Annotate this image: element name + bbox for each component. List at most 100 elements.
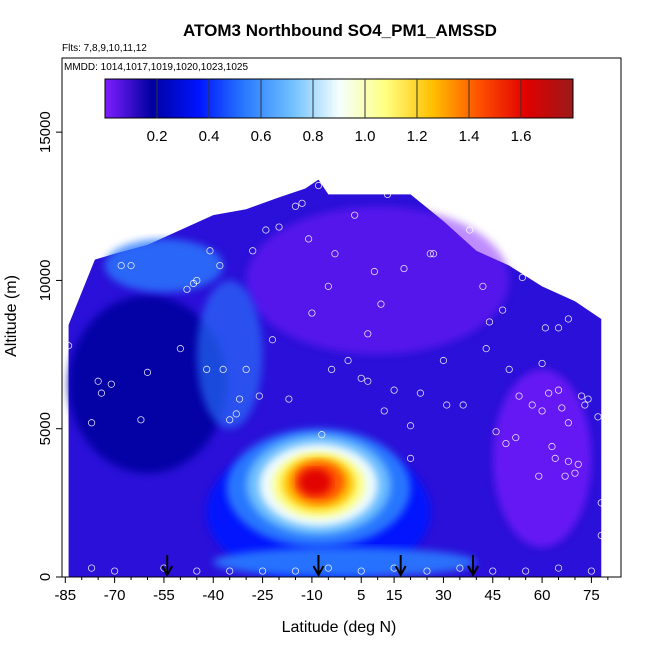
colorbar-tick-label: 1.0 bbox=[355, 128, 376, 145]
sample-point bbox=[127, 261, 135, 270]
field-blob bbox=[196, 280, 263, 429]
sample-point bbox=[581, 401, 589, 409]
sample-point bbox=[489, 567, 497, 575]
flight-arrow bbox=[161, 555, 174, 578]
flight-arrow-head bbox=[312, 565, 325, 578]
field-blob bbox=[213, 547, 477, 577]
sample-point bbox=[97, 389, 106, 397]
sample-point bbox=[443, 401, 451, 409]
x-tick-label: 5 bbox=[357, 587, 365, 604]
sample-point bbox=[232, 410, 240, 418]
sample-point bbox=[439, 356, 448, 365]
sample-point bbox=[541, 324, 549, 332]
sample-point bbox=[318, 431, 326, 439]
sample-point bbox=[107, 380, 115, 388]
sample-point bbox=[584, 395, 592, 403]
sample-point bbox=[587, 567, 596, 575]
sample-point bbox=[193, 276, 201, 285]
sample-point bbox=[305, 235, 313, 243]
x-tick-label: -25 bbox=[252, 587, 274, 604]
x-tick-label: -10 bbox=[301, 587, 323, 604]
flights-label: Flts: 7,8,9,10,11,12 bbox=[62, 43, 147, 54]
sample-point bbox=[377, 300, 385, 308]
sample-point bbox=[370, 267, 378, 276]
sample-point bbox=[416, 389, 425, 397]
sample-point bbox=[512, 434, 520, 442]
sample-point bbox=[176, 345, 184, 353]
sample-point bbox=[324, 564, 332, 572]
field-blob bbox=[104, 238, 224, 293]
sample-point bbox=[564, 457, 572, 465]
sample-point bbox=[551, 454, 559, 462]
sample-point bbox=[502, 439, 510, 448]
sample-point bbox=[249, 247, 257, 255]
sample-point bbox=[597, 531, 605, 540]
sample-point bbox=[285, 395, 293, 403]
sample-point bbox=[528, 401, 536, 409]
x-tick-label: -55 bbox=[153, 587, 175, 604]
sample-point bbox=[522, 567, 530, 575]
field-blob bbox=[246, 206, 510, 355]
sample-point bbox=[364, 377, 372, 385]
x-tick-label: -70 bbox=[104, 587, 126, 604]
sample-point bbox=[535, 472, 543, 480]
sample-point bbox=[518, 273, 526, 282]
colorbar-ticks: 0.2 0.4 0.6 0.8 1.0 1.2 1.4 1.6 bbox=[147, 79, 531, 145]
sample-point bbox=[87, 419, 96, 427]
sample-point bbox=[597, 499, 605, 507]
sample-point bbox=[426, 250, 434, 258]
sample-point bbox=[275, 223, 283, 231]
sample-point bbox=[525, 253, 533, 261]
sample-point bbox=[587, 303, 596, 311]
sample-point bbox=[255, 392, 263, 400]
colorbar-tick-label: 0.4 bbox=[199, 128, 220, 145]
sample-point bbox=[357, 567, 365, 575]
sample-point bbox=[515, 392, 523, 400]
sample-point bbox=[554, 386, 563, 394]
sample-point bbox=[344, 356, 352, 365]
sample-point bbox=[492, 428, 500, 436]
field-blob bbox=[492, 369, 592, 548]
plot-frame bbox=[61, 57, 622, 578]
sample-point bbox=[548, 442, 556, 451]
sample-point bbox=[554, 564, 563, 572]
sample-point bbox=[564, 419, 572, 427]
x-axis: -85 -70 -55 -40 -25 -10 5 15 30 45 60 75 bbox=[54, 577, 609, 604]
sample-point bbox=[193, 567, 201, 575]
field-blob bbox=[68, 295, 227, 474]
sample-point bbox=[499, 306, 507, 314]
sample-point bbox=[571, 469, 579, 477]
colorbar-tick-label: 1.4 bbox=[459, 128, 480, 145]
sample-point bbox=[170, 223, 178, 231]
sample-point bbox=[111, 567, 119, 575]
sample-point bbox=[364, 330, 372, 338]
flight-arrow bbox=[467, 555, 479, 578]
sample-point bbox=[226, 567, 234, 575]
sample-point bbox=[561, 472, 569, 480]
y-tick-label: 0 bbox=[37, 573, 54, 581]
sample-point bbox=[485, 318, 494, 326]
sample-point bbox=[203, 365, 211, 373]
x-tick-label: 75 bbox=[583, 587, 600, 604]
sample-point bbox=[117, 261, 125, 270]
x-tick-label: 60 bbox=[534, 587, 551, 604]
sample-point bbox=[183, 285, 191, 293]
sample-point bbox=[357, 374, 365, 382]
sample-point bbox=[459, 401, 467, 409]
flight-arrow-head bbox=[161, 565, 174, 578]
sample-point bbox=[291, 202, 300, 210]
sample-point bbox=[564, 315, 572, 323]
colorbar: 0.2 0.4 0.6 0.8 1.0 1.2 1.4 1.6 bbox=[104, 78, 574, 145]
sample-point bbox=[219, 365, 227, 373]
dates-label: MMDD: 1014,1017,1019,1020,1023,1025 bbox=[64, 62, 248, 73]
heatmap-field bbox=[68, 179, 602, 577]
x-tick-label: 15 bbox=[386, 587, 403, 604]
x-tick-label: -40 bbox=[202, 587, 224, 604]
sample-point bbox=[577, 392, 586, 400]
sample-point bbox=[380, 407, 388, 415]
sample-point bbox=[574, 460, 582, 468]
sample-point bbox=[262, 226, 270, 234]
colorbar-tick-label: 0.6 bbox=[251, 128, 272, 145]
sample-point bbox=[508, 217, 517, 225]
flight-arrow bbox=[312, 555, 325, 578]
